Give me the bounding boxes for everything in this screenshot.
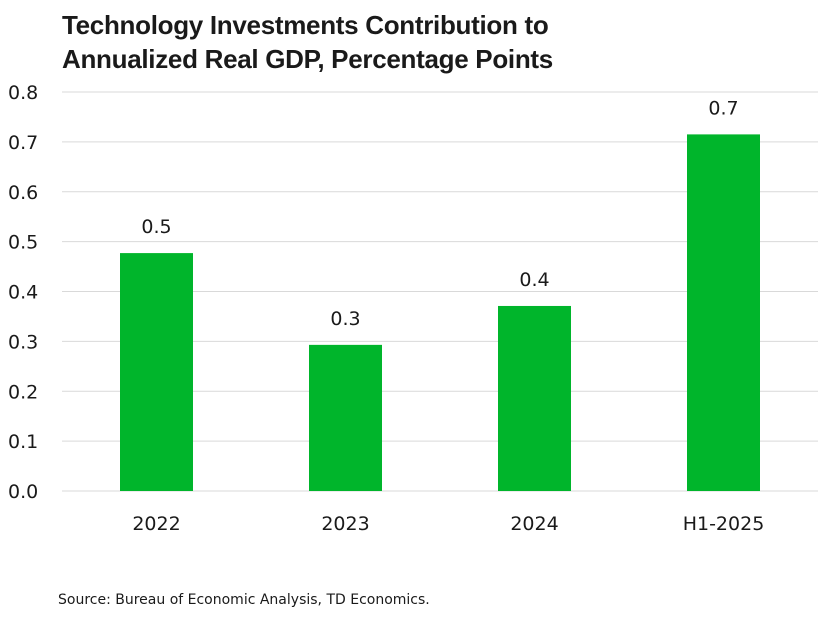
y-tick-label: 0.1 [8,431,38,453]
y-tick-label: 0.0 [8,481,38,503]
y-tick-label: 0.2 [8,381,38,403]
data-label: 0.4 [519,269,549,291]
y-tick-label: 0.8 [8,82,38,104]
x-tick-label: 2023 [321,513,369,535]
x-tick-label: 2022 [132,513,180,535]
data-label: 0.5 [141,216,171,238]
chart-title-line-2: Annualized Real GDP, Percentage Points [62,44,553,74]
bar [687,134,760,492]
data-label: 0.3 [330,308,360,330]
bar [309,344,382,491]
source-note: Source: Bureau of Economic Analysis, TD … [58,592,430,608]
bar [120,253,193,491]
y-tick-label: 0.4 [8,282,38,304]
bar [498,305,571,491]
x-tick-label: H1-2025 [683,513,765,535]
x-tick-label: 2024 [510,513,558,535]
data-label: 0.7 [708,97,738,119]
y-tick-label: 0.3 [8,331,38,353]
chart-title-line-1: Technology Investments Contribution to [62,10,549,40]
y-tick-label: 0.7 [8,132,38,154]
y-tick-label: 0.5 [8,232,38,254]
chart-title: Technology Investments Contribution to A… [62,8,762,76]
y-tick-label: 0.6 [8,182,38,204]
